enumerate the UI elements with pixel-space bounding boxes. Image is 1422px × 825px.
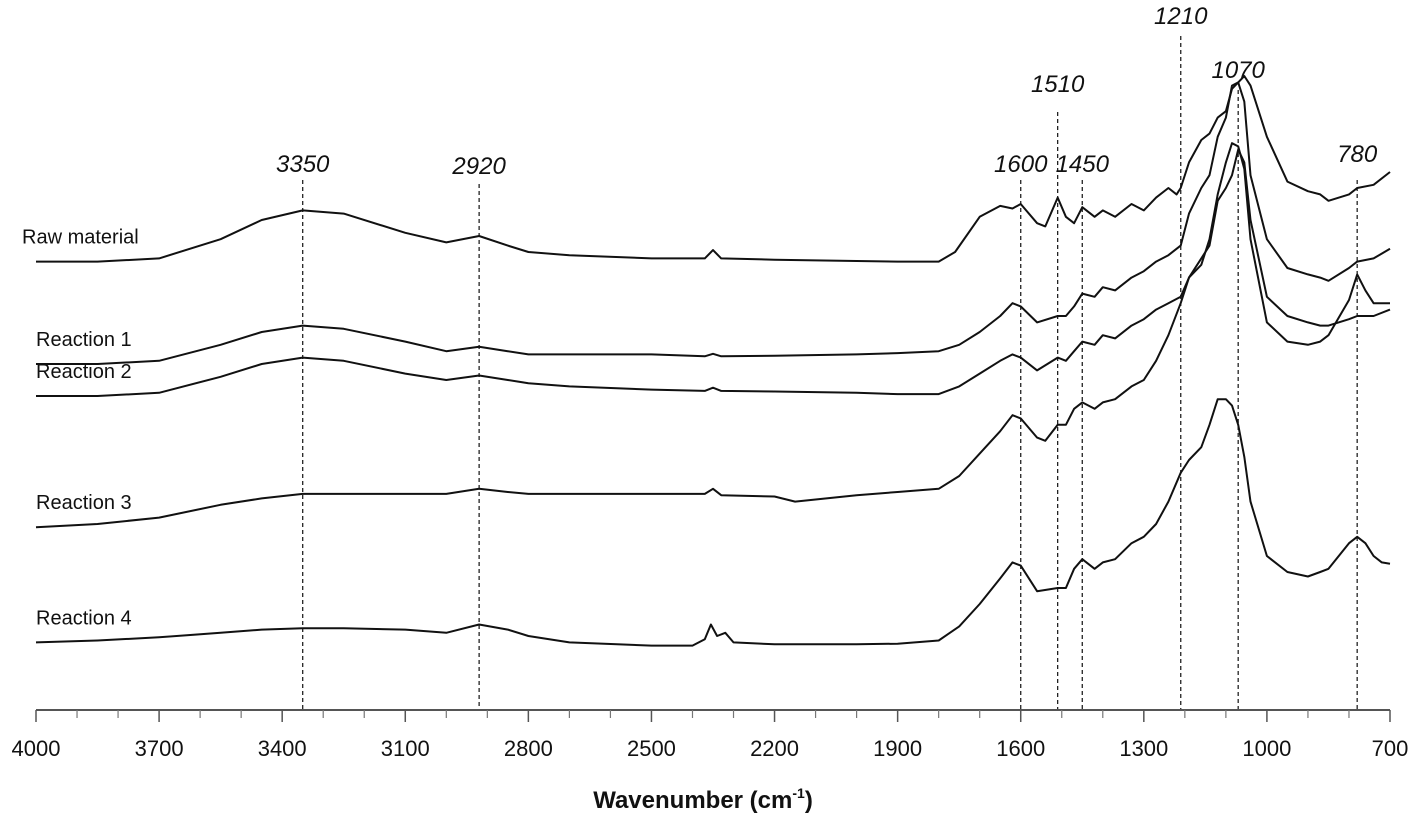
series-line-reaction-3 xyxy=(35,142,1390,529)
series-label-reaction-3: Reaction 3 xyxy=(36,492,132,514)
x-tick-label: 1600 xyxy=(996,736,1045,761)
series-label-reaction-4: Reaction 4 xyxy=(36,607,132,629)
x-tick-label: 1000 xyxy=(1242,736,1291,761)
peak-label-1450: 1450 xyxy=(1056,151,1110,178)
series-label-reaction-1: Reaction 1 xyxy=(36,329,132,351)
series-line-reaction-1 xyxy=(36,81,1391,365)
x-tick-label: 1300 xyxy=(1119,736,1168,761)
x-tick-label: 2200 xyxy=(750,736,799,761)
peak-label-1510: 1510 xyxy=(1031,71,1085,98)
series-label-reaction-2: Reaction 2 xyxy=(36,361,132,383)
peak-label-3350: 3350 xyxy=(276,151,330,178)
x-tick-label: 3700 xyxy=(135,736,184,761)
x-axis-title-close: ) xyxy=(805,787,813,814)
peak-label-1070: 1070 xyxy=(1211,57,1265,84)
peak-marker-lines xyxy=(302,36,1358,710)
x-axis-title-main: Wavenumber (cm xyxy=(593,787,792,814)
spectrum-series xyxy=(35,75,1391,647)
x-axis-title-superscript: -1 xyxy=(792,785,805,801)
series-labels: Raw material Reaction 1 Reaction 2 Reaction… xyxy=(22,227,139,630)
series-line-reaction-4 xyxy=(35,398,1391,647)
x-axis: 4000 3700 3400 3100 2800 2500 2200 1900 1600 1300… xyxy=(12,709,1409,761)
x-tick-label: 3400 xyxy=(258,736,307,761)
x-tick-label: 4000 xyxy=(12,736,61,761)
x-axis-tick-labels: 4000 3700 3400 3100 2800 2500 2200 1900 1600 1300… xyxy=(12,736,1409,761)
peak-label-1600: 1600 xyxy=(994,151,1048,178)
x-tick-label: 1900 xyxy=(873,736,922,761)
peak-label-2920: 2920 xyxy=(451,153,506,180)
x-tick-label: 2500 xyxy=(627,736,676,761)
peak-label-780: 780 xyxy=(1337,141,1378,168)
x-axis-ticks xyxy=(35,710,1391,722)
x-axis-title: Wavenumber (cm-1) xyxy=(593,785,813,814)
peak-label-1210: 1210 xyxy=(1154,3,1208,30)
x-tick-label: 3100 xyxy=(381,736,430,761)
series-line-reaction-2 xyxy=(36,148,1391,397)
series-label-raw-material: Raw material xyxy=(22,227,139,249)
x-tick-label: 700 xyxy=(1372,736,1409,761)
series-line-raw-material xyxy=(36,75,1391,263)
x-tick-label: 2800 xyxy=(504,736,553,761)
